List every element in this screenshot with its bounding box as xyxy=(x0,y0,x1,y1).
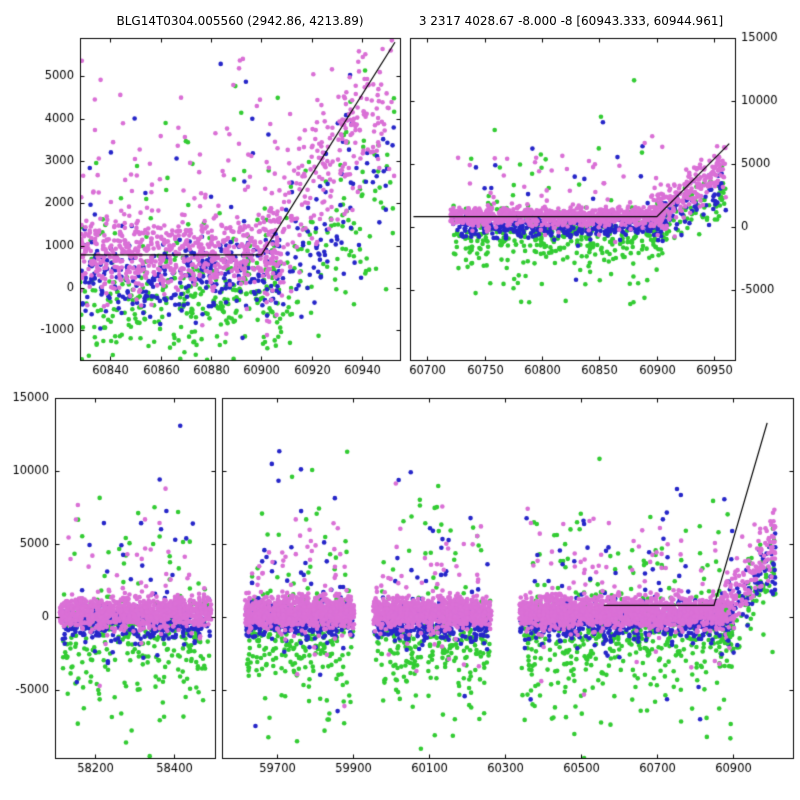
subplot-title-right: 3 2317 4028.67 -8.000 -8 [60943.333, 609… xyxy=(418,14,724,28)
subplot-title-left: BLG14T0304.005560 (2942.86, 4213.89) xyxy=(116,14,364,28)
